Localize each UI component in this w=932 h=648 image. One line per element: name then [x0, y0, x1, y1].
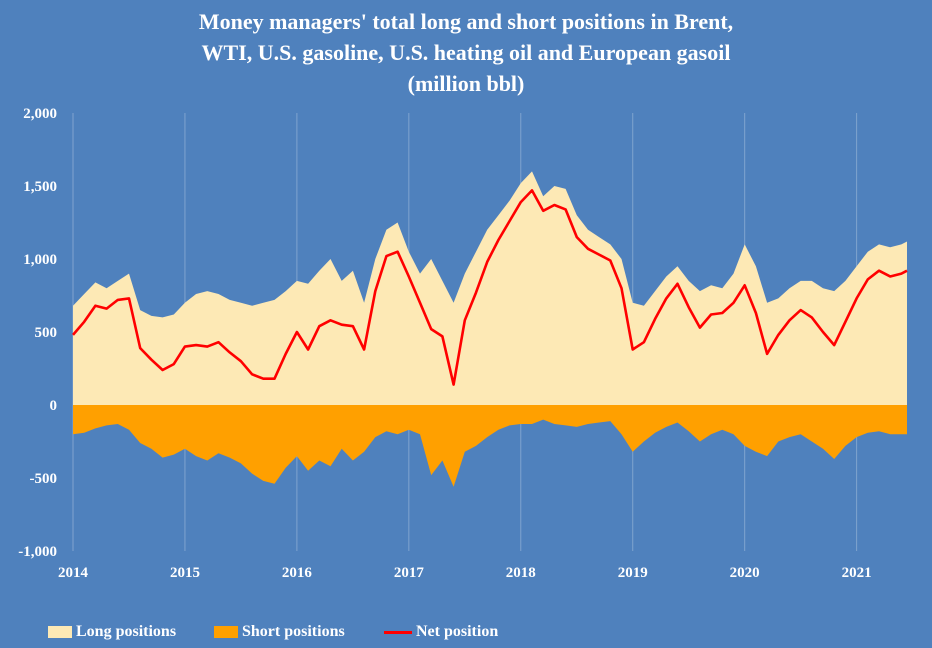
- y-tick-label: 500: [35, 325, 58, 341]
- y-tick-label: -1,000: [18, 544, 57, 560]
- x-axis-ticks: 2014 2015 2016 2017 2018 2019 2020 2021: [58, 565, 872, 581]
- y-tick-label: 0: [50, 398, 58, 414]
- area-series: [73, 171, 907, 487]
- x-tick-label: 2018: [506, 565, 536, 581]
- legend-swatch-short: [214, 626, 238, 638]
- legend-label-net: Net position: [416, 623, 499, 640]
- x-tick-label: 2015: [170, 565, 200, 581]
- line-series: [72, 189, 908, 386]
- legend-label-short: Short positions: [242, 623, 345, 640]
- x-tick-label: 2016: [282, 565, 313, 581]
- x-tick-label: 2014: [58, 565, 89, 581]
- x-tick-label: 2020: [730, 565, 760, 581]
- legend-swatch-long: [48, 626, 72, 638]
- x-tick-label: 2017: [394, 565, 425, 581]
- chart-title-line-3: (million bbl): [407, 71, 525, 96]
- chart-title-line-1: Money managers' total long and short pos…: [198, 9, 734, 34]
- chart-title-line-2: WTI, U.S. gasoline, U.S. heating oil and…: [201, 40, 731, 65]
- y-tick-label: 1,500: [23, 179, 57, 195]
- legend-item-net: Net position: [384, 619, 498, 645]
- x-tick-label: 2019: [618, 565, 648, 581]
- chart-title: Money managers' total long and short pos…: [0, 6, 932, 99]
- area-long-positions: [73, 171, 907, 405]
- legend-item-short: Short positions: [214, 619, 345, 645]
- legend-label-long: Long positions: [76, 623, 177, 640]
- x-tick-label: 2021: [842, 565, 872, 581]
- legend: Long positions Short positions Net posit…: [0, 619, 932, 645]
- area-short-positions: [73, 405, 907, 487]
- y-tick-label: 2,000: [23, 106, 57, 122]
- y-tick-label: -500: [30, 471, 58, 487]
- legend-item-long: Long positions: [48, 619, 176, 645]
- y-tick-label: 1,000: [23, 252, 57, 268]
- line-net-position: [72, 189, 908, 386]
- y-axis-ticks: 2,000 1,500 1,000 500 0 -500 -1,000: [18, 106, 57, 560]
- legend-swatch-net: [384, 630, 412, 634]
